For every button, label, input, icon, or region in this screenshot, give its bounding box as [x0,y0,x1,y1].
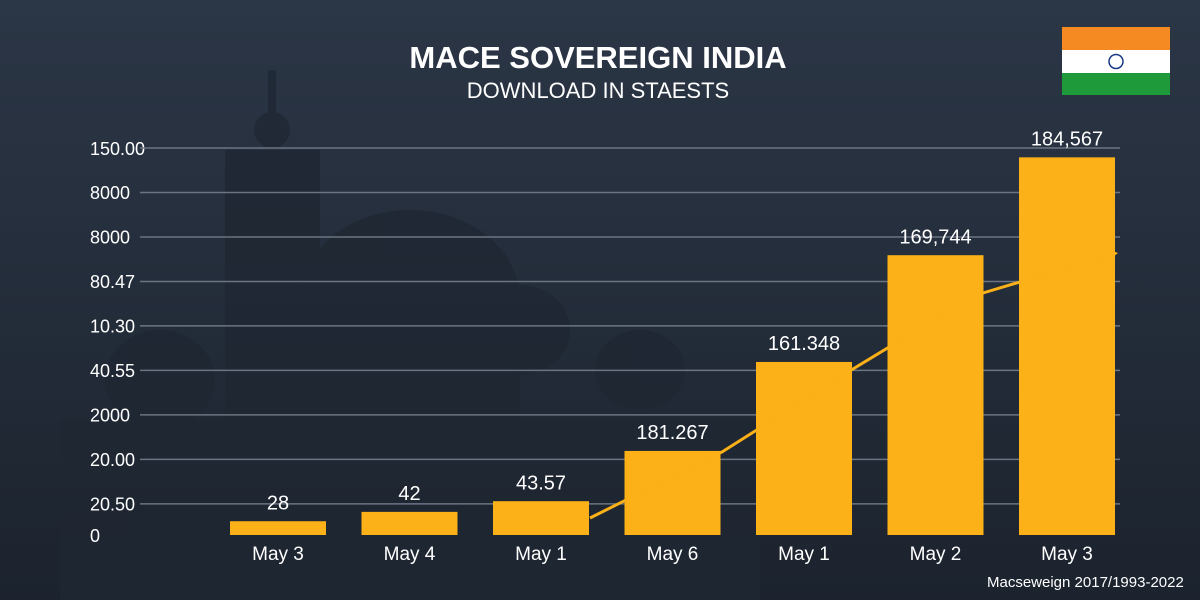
bar [230,521,326,535]
value-label: 181.267 [636,422,708,444]
y-tick-label: 20.50 [90,495,135,515]
bar [1019,157,1115,536]
flag [1062,27,1170,95]
value-label: 42 [398,483,420,505]
y-tick-label: 150.00 [90,139,145,159]
y-tick-label: 20.00 [90,450,135,470]
trend-line [589,253,1111,520]
value-label: 169,744 [899,226,971,248]
y-tick-label: 2000 [90,406,130,426]
y-tick-label: 10.30 [90,317,135,337]
y-tick-label: 8000 [90,183,130,203]
trend-arrow [1100,246,1118,264]
bar [493,501,589,535]
x-tick-label: May 1 [778,544,830,565]
y-tick-label: 8000 [90,228,130,248]
x-tick-label: May 2 [910,544,962,565]
chart-subtitle: DOWNLOAD IN STAESTS [467,78,729,103]
bar [756,361,852,535]
chart-title: MACE SOVEREIGN INDIA [409,40,786,75]
value-label: 184,567 [1031,129,1103,151]
x-tick-label: May 3 [1041,544,1093,565]
x-tick-label: May 3 [252,544,304,565]
bars: May 3 28 May 4 42 May 1 43.57 May 6 181.267 May … [230,129,1115,565]
x-tick-label: May 1 [515,544,567,565]
footer: Macseweign 2017/1993-2022 [987,574,1184,591]
x-tick-label: May 4 [384,544,436,565]
bar [887,255,984,536]
x-tick-label: May 6 [647,544,699,565]
value-label: 28 [267,492,289,514]
y-tick-label: 80.47 [90,272,135,292]
y-tick-label: 0 [90,526,100,546]
y-tick-label: 40.55 [90,361,135,381]
value-label: 161.348 [768,333,840,355]
bar [361,511,458,535]
value-label: 43.57 [516,472,566,494]
